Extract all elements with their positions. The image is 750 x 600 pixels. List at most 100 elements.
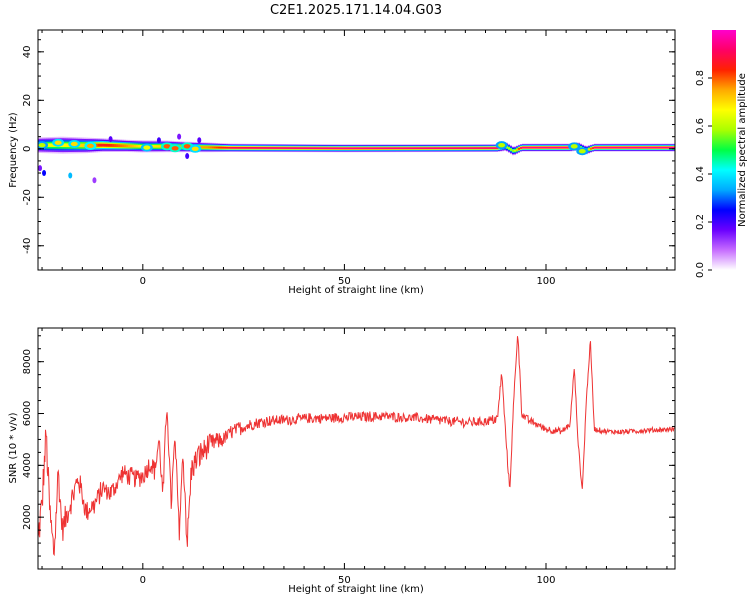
spectrogram-cell [486, 147, 488, 149]
spectrogram-cell [412, 147, 414, 150]
spectrogram-cell [494, 147, 496, 149]
spectrogram-cell [298, 147, 300, 149]
spectrogram-cell [558, 146, 560, 149]
snr-x-tick-label: 50 [338, 575, 351, 586]
spectrogram-cell [444, 147, 446, 149]
spectrogram-cell [446, 147, 448, 149]
spectrogram-cell [262, 147, 264, 149]
spectrogram-cell [480, 147, 482, 149]
spectrogram-cell [400, 147, 402, 150]
colorbar-tick-label: 0.4 [695, 166, 706, 182]
spectrogram-cell [358, 147, 360, 150]
spectrogram-cell [82, 143, 84, 148]
spectrogram-cell [650, 146, 652, 149]
spectrogram-cell [302, 147, 304, 149]
spectrogram-cell [320, 147, 322, 150]
spectrogram-cell [542, 146, 544, 149]
spectrogram-cell [244, 146, 246, 149]
spectrogram-cell [634, 146, 636, 149]
spectrogram-cell [474, 147, 476, 149]
spectrogram-cell [368, 147, 370, 150]
snr-series-line [38, 336, 675, 557]
spectrogram-cell [398, 147, 400, 150]
spectrogram-cell [280, 147, 282, 149]
snr-y-tick-label: 2000 [22, 504, 33, 529]
spectrogram-cell [64, 143, 66, 148]
spectrogram-cell [666, 146, 668, 149]
spectrogram-cell [322, 147, 324, 150]
spectrogram-cell [328, 147, 330, 150]
spectrogram-cell [266, 147, 268, 149]
spectrogram-cell [464, 147, 466, 149]
spectrogram-cell [482, 147, 484, 149]
spectrogram-speck [177, 133, 182, 140]
spectrogram-cell [546, 146, 548, 149]
spectrogram-cell [316, 147, 318, 150]
spectrogram-cell [120, 144, 122, 148]
spectrogram-cell [622, 146, 624, 149]
spectrogram-cell [490, 147, 492, 149]
spectrogram-cell [318, 147, 320, 150]
colorbar-tick-label: 0.2 [695, 214, 706, 230]
spectrogram-cell [286, 147, 288, 149]
spectrogram-cell [440, 147, 442, 150]
spectrogram-blob-core [183, 144, 191, 149]
spectrogram-cell [522, 146, 524, 149]
spectrogram-cell [130, 144, 132, 148]
spectrogram-cell [512, 149, 514, 152]
spectrogram-cell [126, 144, 128, 148]
spectrogram-cell [636, 146, 638, 149]
spectrogram-cell [216, 146, 218, 149]
spectrogram-y-axis-label: Frequency (Hz) [8, 112, 19, 188]
spectrogram-cell [284, 147, 286, 149]
spectrogram-cell [392, 147, 394, 150]
spectrogram-cell [488, 147, 490, 149]
snr-panel: 0 50 100 2000 4000 6000 8000 Height of straigh… [8, 327, 676, 595]
spectrogram-blob-core [38, 142, 46, 148]
spectrogram-cell [408, 147, 410, 150]
spectrogram-cell [406, 147, 408, 150]
spectrogram-y-tick-label: 20 [22, 94, 33, 107]
spectrogram-cell [370, 147, 372, 150]
spectrogram-blob-core [498, 142, 506, 148]
spectrogram-cell [654, 146, 656, 149]
spectrogram-cell [200, 146, 202, 149]
snr-frame [37, 327, 676, 570]
spectrogram-cell [256, 147, 258, 149]
snr-y-axis-label: SNR (10 * v/v) [8, 412, 19, 483]
colorbar-tick-label: 0.8 [695, 70, 706, 86]
spectrogram-cell [292, 147, 294, 149]
spectrogram-cell [466, 147, 468, 149]
snr-x-axis-label: Height of straight line (km) [288, 584, 424, 595]
spectrogram-cell [236, 146, 238, 149]
spectrogram-cell [214, 146, 216, 149]
figure-title: C2E1.2025.171.14.04.G03 [270, 3, 442, 18]
spectrogram-speck [68, 172, 73, 179]
spectrogram-speck [38, 165, 43, 172]
spectrogram-cell [510, 148, 512, 151]
spectrogram-cell [600, 146, 602, 149]
spectrogram-cell [334, 147, 336, 150]
spectrogram-cell [202, 146, 204, 149]
spectrogram-cell [380, 147, 382, 150]
spectrogram-cell [306, 147, 308, 150]
spectrogram-cell [432, 147, 434, 150]
spectrogram-blob-core [143, 145, 151, 150]
spectrogram-cell [342, 147, 344, 150]
spectrogram-cell [426, 147, 428, 150]
spectrogram-cell [276, 147, 278, 149]
snr-x-tick-label: 0 [140, 575, 146, 586]
spectrogram-image [38, 133, 675, 184]
spectrogram-speck [156, 137, 161, 144]
spectrogram-cell [394, 147, 396, 150]
spectrogram-cell [534, 146, 536, 149]
spectrogram-cell [324, 147, 326, 150]
spectrogram-cell [154, 145, 156, 148]
spectrogram-cell [442, 147, 444, 150]
spectrogram-cell [626, 146, 628, 149]
spectrogram-cell [424, 147, 426, 150]
spectrogram-cell [102, 143, 104, 147]
spectrogram-cell [384, 147, 386, 150]
spectrogram-cell [210, 146, 212, 149]
spectrogram-cell [240, 146, 242, 149]
